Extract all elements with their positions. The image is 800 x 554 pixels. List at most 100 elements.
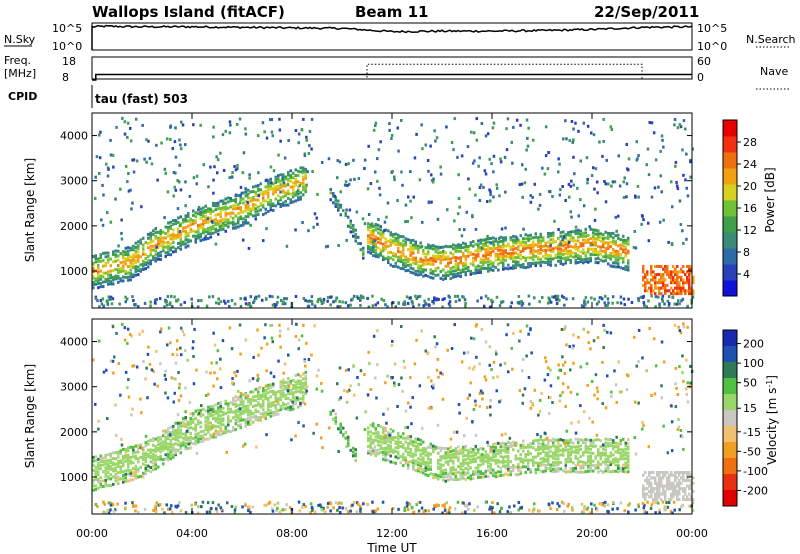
velocity-cell bbox=[107, 459, 110, 463]
power-cell bbox=[105, 300, 109, 303]
velocity-cell bbox=[238, 407, 242, 411]
velocity-cell bbox=[269, 395, 272, 399]
power-cell bbox=[553, 295, 556, 299]
power-cell bbox=[369, 240, 372, 244]
power-cell bbox=[517, 301, 521, 305]
power-cell bbox=[617, 244, 620, 248]
velocity-cell bbox=[584, 438, 587, 442]
power-cell bbox=[131, 295, 134, 299]
power-cell bbox=[374, 228, 377, 232]
power-cell bbox=[660, 292, 663, 296]
power-cell bbox=[574, 247, 577, 251]
velocity-cell bbox=[559, 467, 562, 471]
power-cell bbox=[154, 259, 157, 263]
power-cell bbox=[614, 215, 617, 219]
power-cell bbox=[372, 250, 375, 254]
velocity-cell bbox=[194, 439, 197, 443]
velocity-cell bbox=[109, 359, 113, 363]
power-cell bbox=[192, 213, 195, 217]
velocity-cell bbox=[577, 441, 580, 445]
velocity-cell bbox=[99, 482, 102, 486]
power-cell bbox=[234, 200, 237, 204]
velocity-cell bbox=[424, 453, 427, 457]
velocity-cell bbox=[589, 438, 592, 442]
power-cell bbox=[107, 254, 110, 258]
power-cell bbox=[437, 297, 440, 301]
velocity-cell bbox=[427, 407, 431, 411]
power-cell bbox=[688, 289, 691, 293]
velocity-cell bbox=[177, 421, 180, 425]
power-cell bbox=[427, 243, 430, 247]
velocity-cell bbox=[369, 423, 372, 427]
power-cell bbox=[302, 188, 305, 192]
power-cell bbox=[149, 237, 152, 241]
power-cell bbox=[582, 121, 585, 125]
velocity-cell bbox=[237, 396, 240, 399]
power-cell bbox=[240, 191, 244, 195]
velocity-cell bbox=[144, 451, 147, 455]
power-cell bbox=[542, 249, 545, 252]
velocity-cell bbox=[374, 449, 377, 453]
velocity-cell bbox=[342, 433, 345, 437]
power-cell bbox=[152, 229, 155, 233]
power-cell bbox=[524, 247, 527, 250]
velocity-cell bbox=[577, 470, 580, 474]
velocity-cell bbox=[230, 347, 234, 351]
velocity-cell bbox=[660, 340, 664, 344]
velocity-cell bbox=[507, 469, 510, 473]
velocity-cell bbox=[654, 501, 658, 505]
power-cell bbox=[367, 246, 370, 250]
velocity-cell bbox=[279, 404, 282, 408]
velocity-cell bbox=[131, 501, 134, 505]
power-cell bbox=[110, 302, 114, 306]
power-cell bbox=[212, 204, 215, 207]
velocity-cell bbox=[484, 459, 487, 463]
power-cell bbox=[388, 128, 391, 132]
power-cell bbox=[604, 247, 607, 250]
power-cell bbox=[187, 215, 190, 218]
power-cell bbox=[517, 256, 520, 260]
velocity-cell bbox=[627, 454, 630, 458]
velocity-cell bbox=[281, 508, 285, 512]
power-cell bbox=[387, 255, 390, 259]
power-cell bbox=[632, 245, 636, 249]
power-cell bbox=[492, 240, 495, 244]
velocity-cell bbox=[117, 471, 120, 475]
power-cell bbox=[658, 302, 661, 306]
power-cell bbox=[214, 204, 217, 208]
velocity-cell bbox=[506, 447, 510, 451]
power-cell bbox=[330, 295, 333, 299]
velocity-cell bbox=[122, 455, 125, 458]
power-cell bbox=[424, 268, 427, 272]
power-cell bbox=[372, 231, 375, 235]
power-cell bbox=[612, 265, 615, 268]
velocity-cell bbox=[628, 502, 631, 506]
power-cell bbox=[412, 243, 415, 247]
velocity-cell bbox=[499, 466, 502, 470]
velocity-cell bbox=[596, 390, 599, 394]
power-cell bbox=[402, 263, 405, 267]
power-cell bbox=[434, 266, 437, 270]
power-cell bbox=[602, 245, 605, 249]
velocity-cell bbox=[154, 454, 157, 458]
velocity-cell bbox=[237, 420, 240, 424]
power-cell bbox=[159, 229, 162, 233]
power-cell bbox=[399, 235, 402, 239]
power-cell bbox=[252, 202, 255, 206]
velocity-cell bbox=[184, 432, 187, 436]
velocity-cell bbox=[324, 510, 327, 514]
power-cell bbox=[552, 257, 555, 261]
power-cell bbox=[262, 199, 265, 203]
velocity-cell bbox=[542, 442, 545, 446]
power-cell bbox=[418, 178, 422, 182]
power-cell bbox=[521, 195, 524, 199]
power-cell bbox=[409, 239, 412, 243]
velocity-cell bbox=[563, 509, 566, 513]
power-cell bbox=[429, 246, 432, 250]
power-cell bbox=[601, 297, 604, 301]
power-cell bbox=[380, 297, 383, 301]
power-cell bbox=[219, 228, 222, 232]
velocity-cell bbox=[119, 461, 122, 464]
power-cell bbox=[647, 221, 650, 225]
power-cell bbox=[379, 248, 382, 252]
